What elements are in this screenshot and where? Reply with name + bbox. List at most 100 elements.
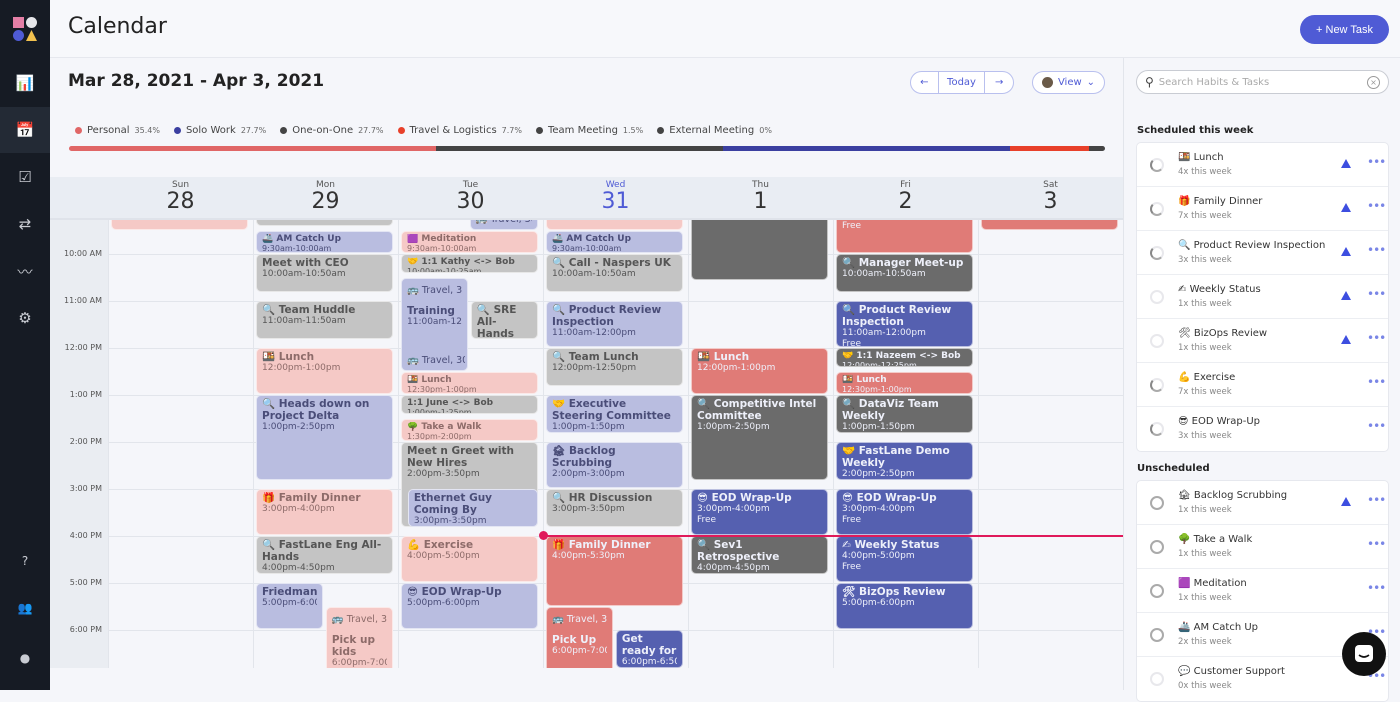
calendar-event[interactable]: 🔍 Product Review Inspection 11:00am-12:00… — [836, 301, 973, 347]
more-options-icon[interactable]: ••• — [1367, 243, 1386, 257]
day-header-tue[interactable]: Tue 30 — [398, 177, 543, 220]
calendar-event[interactable] — [981, 220, 1118, 230]
prev-week-button[interactable]: ← — [911, 72, 939, 93]
calendar-event[interactable]: 🔍 Competitive Intel Committee 1:00pm-2:50… — [691, 395, 828, 481]
today-button[interactable]: Today — [939, 72, 986, 93]
more-options-icon[interactable]: ••• — [1367, 199, 1386, 213]
day-header-sat[interactable]: Sat 3 — [978, 177, 1123, 220]
chat-support-button[interactable] — [1342, 632, 1386, 676]
calendar-event[interactable]: 🔍 Manager Meet-up 10:00am-10:50am — [836, 254, 973, 293]
calendar-event[interactable]: 🔍 Team Lunch 12:00pm-12:50pm — [546, 348, 683, 387]
calendar-event[interactable]: 🔍 Product Review Inspection 11:00am-12:00… — [546, 301, 683, 347]
calendar-event[interactable]: 🔍 Call - Naspers UK 10:00am-10:50am — [546, 254, 683, 293]
progress-ring-icon[interactable] — [1150, 378, 1164, 392]
task-item[interactable]: 🚢 AM Catch Up 2x this week ••• — [1137, 613, 1388, 657]
new-task-button[interactable]: + New Task — [1300, 15, 1389, 44]
calendar-body[interactable]: 10:00 AM 11:00 AM 12:00 PM 1:00 PM 2:00 PM 3:… — [50, 220, 1123, 668]
calendar-event[interactable]: 🔍 DataViz Team Weekly 1:00pm-1:50pm — [836, 395, 973, 434]
calendar-event[interactable]: 🍱 Lunch 12:30pm-1:00pm — [836, 371, 973, 394]
calendar-event[interactable] — [111, 220, 248, 230]
calendar-event[interactable]: 🚌 Travel, 30 min Pick Up6:00pm-7:00pm — [546, 606, 614, 668]
progress-ring-icon[interactable] — [1150, 334, 1164, 348]
progress-ring-icon[interactable] — [1150, 422, 1164, 436]
task-item[interactable]: 🌳 Take a Walk 1x this week ••• — [1137, 525, 1388, 569]
calendar-event[interactable]: 🚌 Travel, 30 min Pick up kids6:00pm-7:00p… — [325, 606, 393, 668]
search-input[interactable] — [1158, 76, 1362, 88]
calendar-event[interactable]: 🎁 Family Dinner 3:00pm-4:00pm — [256, 489, 393, 535]
task-item[interactable]: 😎 EOD Wrap-Up 3x this week ••• — [1137, 407, 1388, 451]
more-options-icon[interactable]: ••• — [1367, 493, 1386, 507]
calendar-event[interactable]: 🚢 AM Catch Up 9:30am-10:00am — [256, 230, 393, 253]
next-week-button[interactable]: → — [994, 77, 1004, 88]
day-header-mon[interactable]: Mon 29 — [253, 177, 398, 220]
calendar-event[interactable]: 🔍 HR Discussion 3:00pm-3:50pm — [546, 489, 683, 528]
calendar-event[interactable]: 🏚 Backlog Scrubbing 2:00pm-3:00pm — [546, 442, 683, 488]
calendar-event[interactable]: 🍱 Lunch 12:00pm-1:00pm — [691, 348, 828, 394]
calendar-event[interactable]: 🔍 Team Huddle 11:00am-11:50am — [256, 301, 393, 340]
more-options-icon[interactable]: ••• — [1367, 155, 1386, 169]
calendar-event[interactable]: 🍱 Lunch 12:30pm-1:00pm — [401, 371, 538, 394]
calendar-event[interactable]: 💪 Exercise 4:00pm-5:00pm — [401, 536, 538, 582]
task-item[interactable]: 🔍 Product Review Inspection 3x this week •… — [1137, 231, 1388, 275]
calendar-event[interactable]: 1:1 June <-> Bob 1:00pm-1:25pm — [401, 395, 538, 414]
calendar-event[interactable]: 🚢 AM Catch Up 9:30am-10:00am — [546, 230, 683, 253]
calendar-event[interactable]: 🛠 BizOps Review 5:00pm-6:00pm — [836, 583, 973, 629]
progress-ring-icon[interactable] — [1150, 202, 1164, 216]
calendar-event[interactable]: 🔍 Heads down on Project Delta 1:00pm-2:50… — [256, 395, 393, 481]
calendar-event[interactable]: Meet with CEO 10:00am-10:50am — [256, 254, 393, 293]
more-options-icon[interactable]: ••• — [1367, 537, 1386, 551]
more-options-icon[interactable]: ••• — [1367, 331, 1386, 345]
calendar-event[interactable] — [546, 220, 683, 230]
progress-ring-icon[interactable] — [1150, 246, 1164, 260]
calendar-event[interactable]: 😎 EOD Wrap-Up 5:00pm-6:00pm — [401, 583, 538, 629]
calendar-event[interactable]: 😎 EOD Wrap-Up 3:00pm-4:00pm Free — [836, 489, 973, 535]
task-item[interactable]: 🛠 BizOps Review 1x this week ••• — [1137, 319, 1388, 363]
calendar-event[interactable]: 🎁 Family Dinner 4:00pm-5:30pm — [546, 536, 683, 606]
calendar-event[interactable]: 🔍 SRE All-Hands11:00am-11:50am — [470, 301, 538, 340]
clear-search-icon[interactable]: × — [1367, 75, 1380, 89]
bar-chart-icon[interactable]: 📊 — [15, 74, 35, 92]
progress-ring-icon[interactable] — [1150, 584, 1164, 598]
calendar-icon[interactable]: 📅 — [0, 107, 50, 153]
calendar-event[interactable]: 🔍 FastLane Eng All-Hands 4:00pm-4:50pm — [256, 536, 393, 575]
gear-icon[interactable]: ⚙ — [18, 309, 32, 327]
day-header-wed[interactable]: Wed 31 — [543, 177, 688, 220]
calendar-event[interactable]: Ethernet Guy Coming By 3:00pm-3:50pm — [407, 489, 538, 528]
calendar-event[interactable]: 🤝 FastLane Demo Weekly 2:00pm-2:50pm — [836, 442, 973, 481]
app-logo[interactable] — [13, 17, 37, 41]
calendar-event[interactable]: 🤝 1:1 Kathy <-> Bob 10:00am-10:25am — [401, 254, 538, 273]
calendar-event[interactable]: 🟪 Meditation 9:30am-10:00am — [401, 230, 538, 253]
day-header-sun[interactable]: Sun 28 — [108, 177, 253, 220]
day-header-fri[interactable]: Fri 2 — [833, 177, 978, 220]
task-item[interactable]: ✍ Weekly Status 1x this week ••• — [1137, 275, 1388, 319]
help-icon[interactable]: ? — [21, 554, 29, 568]
progress-ring-icon[interactable] — [1150, 496, 1164, 510]
calendar-event[interactable]: 🍱 Lunch 12:00pm-1:00pm — [256, 348, 393, 394]
view-dropdown[interactable]: View ⌄ — [1032, 71, 1105, 94]
progress-ring-icon[interactable] — [1150, 628, 1164, 642]
calendar-event[interactable]: 🔍 Sev1 Retrospective 4:00pm-4:50pm — [691, 536, 828, 575]
calendar-event[interactable]: 🌳 Take a Walk 1:30pm-2:00pm — [401, 418, 538, 441]
more-options-icon[interactable]: ••• — [1367, 581, 1386, 595]
calendar-event[interactable]: 🤝 Executive Steering Committee 1:00pm-1:5… — [546, 395, 683, 434]
trend-icon[interactable]: 〰 — [17, 262, 33, 281]
calendar-event[interactable]: 🚌 Travel, 30 min — [469, 220, 538, 230]
progress-ring-icon[interactable] — [1150, 158, 1164, 172]
calendar-event[interactable]: 9:00am-9:25am — [256, 220, 393, 226]
people-icon[interactable]: 👥 — [17, 601, 33, 615]
task-item[interactable]: 🏚 Backlog Scrubbing 1x this week ••• — [1137, 481, 1388, 525]
more-options-icon[interactable]: ••• — [1367, 419, 1386, 433]
task-item[interactable]: 🍱 Lunch 4x this week ••• — [1137, 143, 1388, 187]
progress-ring-icon[interactable] — [1150, 672, 1164, 686]
task-item[interactable]: 🎁 Family Dinner 7x this week ••• — [1137, 187, 1388, 231]
calendar-event[interactable]: ✍ Weekly Status 4:00pm-5:00pm Free — [836, 536, 973, 582]
task-item[interactable]: 🟪 Meditation 1x this week ••• — [1137, 569, 1388, 613]
progress-ring-icon[interactable] — [1150, 540, 1164, 554]
calendar-event[interactable]: 9:00am-10:00amFree — [836, 220, 973, 253]
progress-ring-icon[interactable] — [1150, 290, 1164, 304]
avatar-icon[interactable]: ● — [19, 651, 31, 665]
task-item[interactable]: 💪 Exercise 7x this week ••• — [1137, 363, 1388, 407]
